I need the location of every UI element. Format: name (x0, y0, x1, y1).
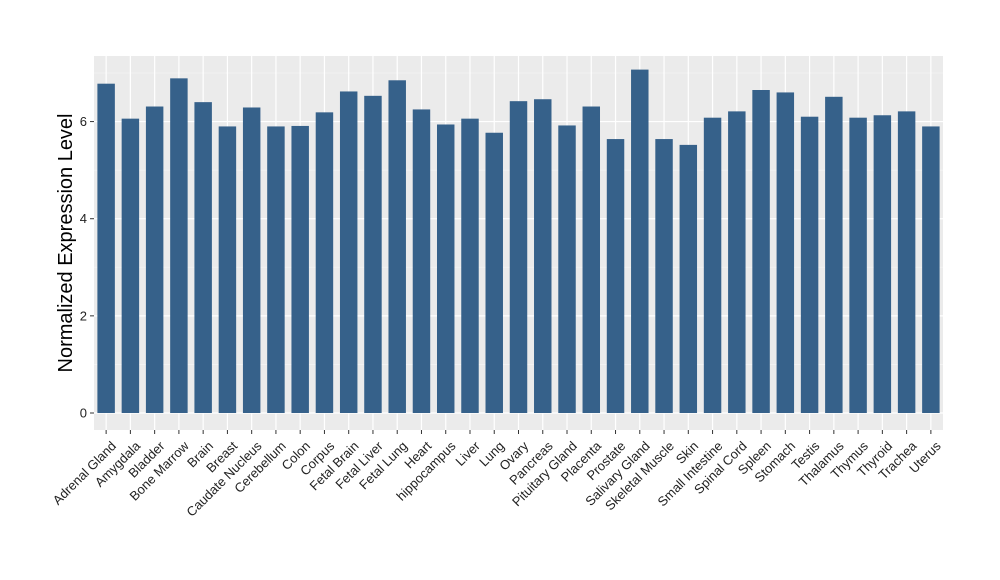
x-tick-label: Liver (452, 438, 483, 469)
bar (897, 111, 916, 413)
y-tick-label: 2 (80, 308, 87, 323)
bar (194, 102, 212, 414)
bar (412, 109, 431, 413)
bar (728, 111, 746, 413)
bar (218, 126, 237, 413)
bar (291, 125, 309, 413)
y-axis-title: Normalized Expression Level (55, 113, 77, 372)
bar (800, 116, 819, 413)
bar (752, 90, 770, 413)
bar (849, 117, 867, 413)
bar (606, 139, 625, 414)
bar (242, 107, 261, 413)
bar (436, 124, 455, 413)
bar (655, 139, 673, 414)
bar (679, 144, 698, 413)
bar (534, 99, 552, 413)
y-axis: 0 2 4 6 (80, 114, 94, 421)
bar (315, 112, 334, 413)
bar (388, 80, 406, 414)
bar (364, 95, 382, 413)
bar (485, 132, 503, 413)
bar (461, 118, 479, 414)
bar (97, 83, 115, 413)
bar (509, 101, 528, 414)
bar (922, 126, 940, 413)
bar (631, 69, 649, 413)
y-tick-label: 6 (80, 114, 87, 129)
y-tick-label: 0 (80, 406, 87, 421)
bar (873, 115, 892, 413)
bar (267, 126, 285, 413)
bar (170, 78, 188, 413)
bar (703, 117, 722, 413)
bar (339, 91, 358, 413)
bar (145, 106, 164, 413)
bar (558, 125, 576, 413)
y-tick-label: 4 (80, 211, 87, 226)
bar (825, 96, 843, 414)
bars (97, 69, 940, 414)
bar (582, 106, 601, 413)
bar (776, 92, 795, 413)
bar (121, 118, 140, 414)
